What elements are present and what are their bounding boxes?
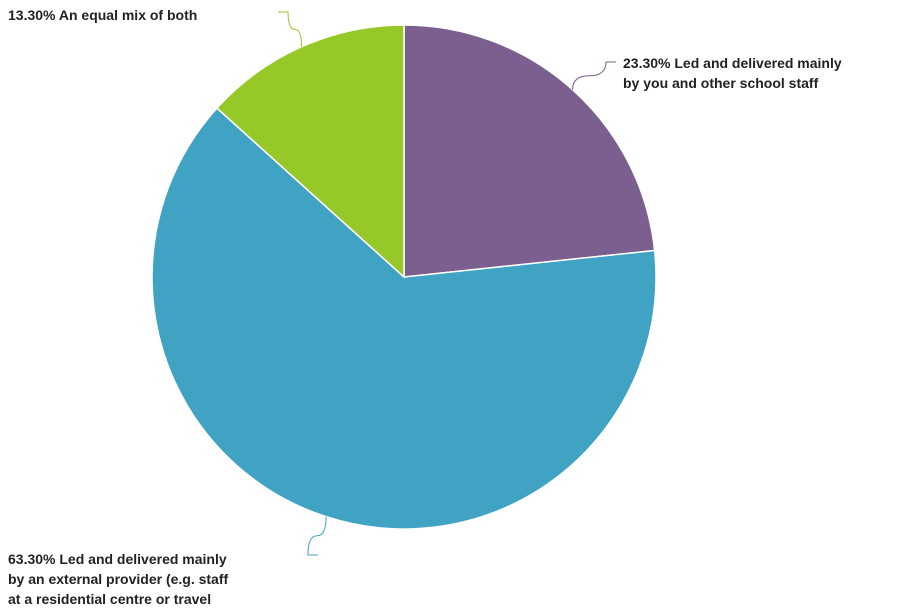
slice-label-2: 13.30% An equal mix of both xyxy=(8,7,197,23)
leader-line-2 xyxy=(278,11,303,47)
slice-labels: 23.30% Led and delivered mainly by you an… xyxy=(8,7,842,607)
pie-slices xyxy=(151,24,657,530)
slice-label-line: by you and other school staff xyxy=(623,75,819,91)
slice-label-line: 13.30% An equal mix of both xyxy=(8,7,197,23)
leader-line-1 xyxy=(307,516,327,556)
leader-line-0 xyxy=(572,61,616,90)
slice-label-line: at a residential centre or travel xyxy=(8,591,211,607)
pie-slice-0 xyxy=(403,24,656,278)
label-leader-lines xyxy=(278,11,616,556)
slice-label-1: 63.30% Led and delivered mainly by an ext… xyxy=(8,551,229,607)
slice-label-line: 23.30% Led and delivered mainly xyxy=(623,55,842,71)
slice-label-0: 23.30% Led and delivered mainly by you an… xyxy=(623,55,842,91)
pie-slice-2 xyxy=(215,24,405,279)
slice-label-line: by an external provider (e.g. staff xyxy=(8,571,229,587)
slice-label-line: 63.30% Led and delivered mainly xyxy=(8,551,227,567)
